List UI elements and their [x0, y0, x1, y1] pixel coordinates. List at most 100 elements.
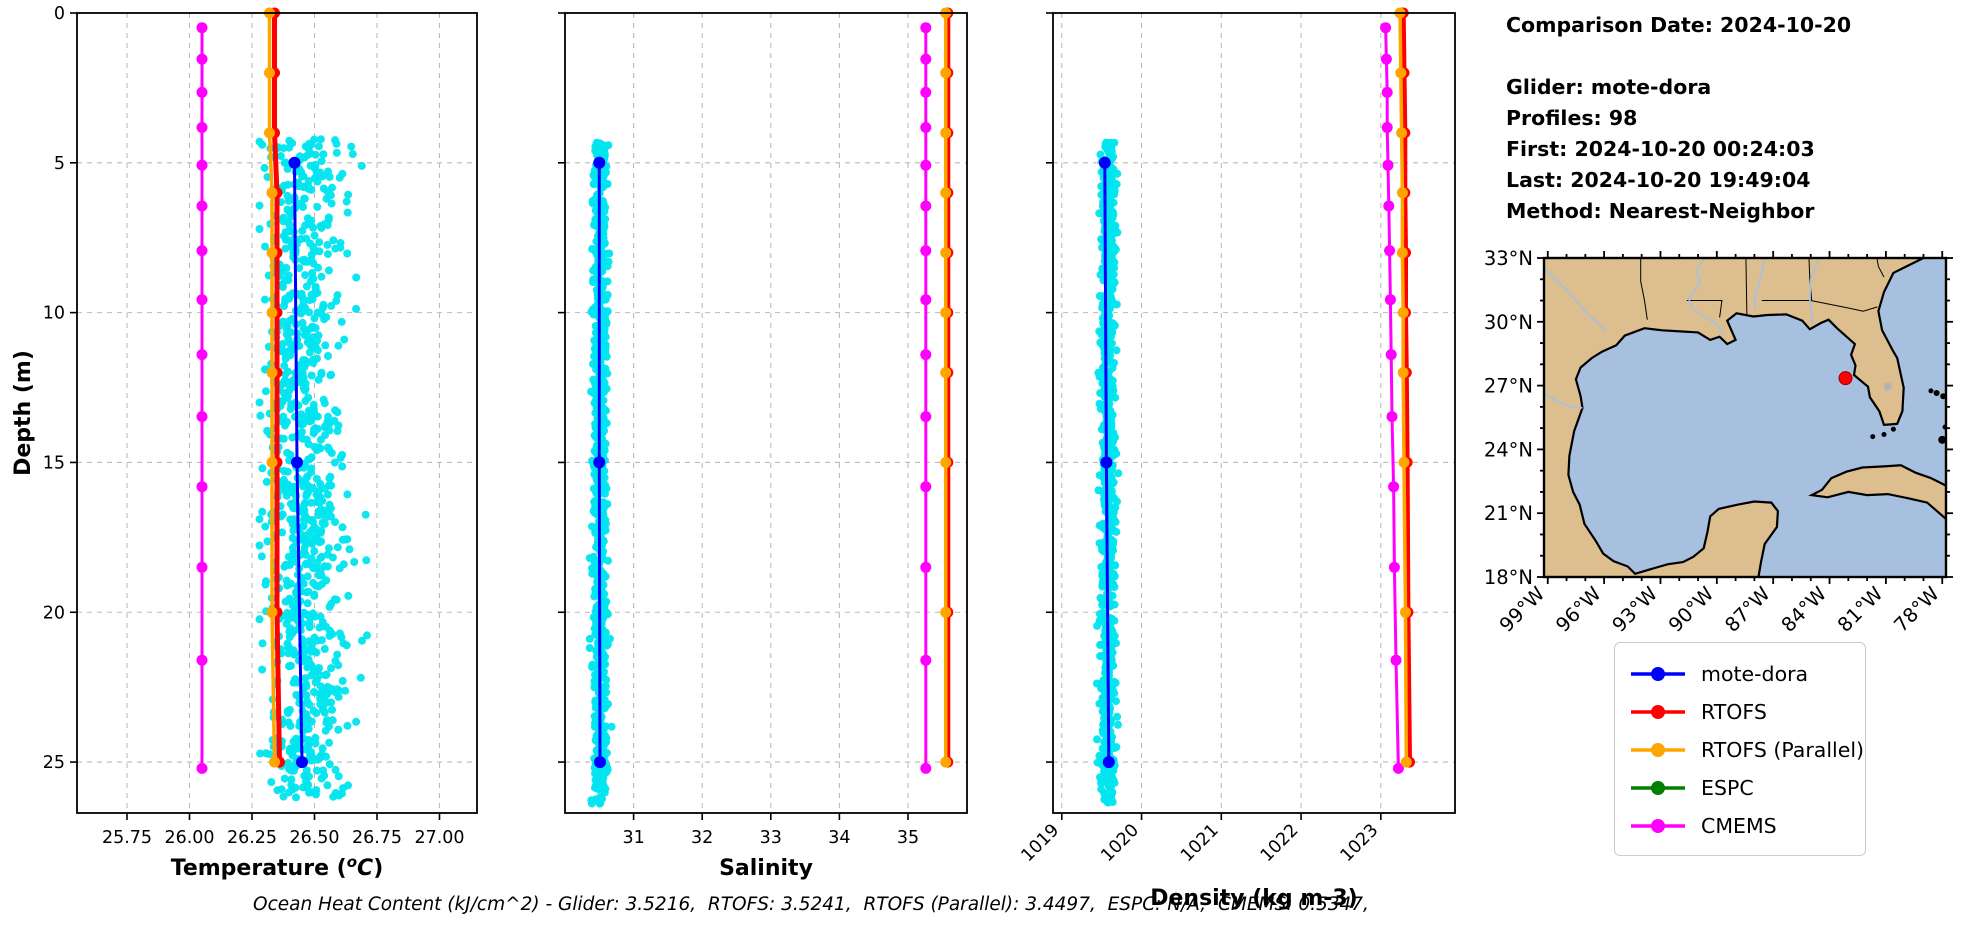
legend-label: RTOFS (Parallel): [1701, 738, 1865, 762]
x-tick-label: 26.50: [289, 828, 339, 848]
legend-swatch-3: [1631, 781, 1685, 795]
lon-tick-label: 99°W: [1495, 582, 1549, 636]
x-tick-label: 1023: [1337, 820, 1383, 866]
legend-label: ESPC: [1701, 776, 1754, 800]
state-border: [1640, 258, 1648, 320]
river: [1808, 258, 1821, 324]
lon-tick-label: 84°W: [1777, 582, 1831, 636]
legend-label: CMEMS: [1701, 814, 1777, 838]
rtofs-parallel--series: [940, 7, 952, 768]
density-plot: 1019 1020 1021 1022 1023 Density (kg m-3): [1018, 7, 1456, 911]
salinity-axis-label: Salinity: [719, 856, 813, 881]
last-profile-time: Last: 2024-10-20 19:49:04: [1506, 168, 1811, 192]
island: [1928, 388, 1934, 394]
legend: mote-dora RTOFS RTOFS (Parallel) ESPC CMEMS: [1614, 642, 1866, 856]
x-tick-label: 26.00: [164, 828, 214, 848]
island: [1938, 435, 1946, 444]
cmems-series: [1380, 22, 1404, 774]
x-tick-label: 35: [897, 828, 919, 848]
x-tick-label: 33: [760, 828, 782, 848]
state-border: [1745, 258, 1748, 317]
lon-tick-label: 96°W: [1551, 582, 1605, 636]
temperature-plot: 25.75 26.00 26.25 26.50 26.75 27.00 0 5 10 15 20 25…: [43, 4, 478, 881]
lon-tick-label: 81°W: [1833, 582, 1887, 636]
island: [1870, 434, 1876, 440]
legend-item-mote-dora: mote-dora: [1629, 655, 1849, 693]
y-tick-label: 15: [43, 453, 65, 473]
spacer: [1506, 41, 1851, 72]
x-tick-label: 27.00: [414, 828, 464, 848]
state-border: [1876, 258, 1885, 278]
profiles-count: Profiles: 98: [1506, 106, 1638, 130]
lat-tick-label: 18°N: [1484, 566, 1533, 589]
density-axis-label: Density (kg m-3): [1150, 886, 1358, 911]
lat-tick-label: 30°N: [1484, 311, 1533, 334]
river: [1544, 267, 1607, 331]
legend-item-rtofs-parallel-: RTOFS (Parallel): [1629, 731, 1864, 769]
legend-item-rtofs: RTOFS: [1629, 693, 1849, 731]
lon-tick-label: 87°W: [1720, 582, 1774, 636]
glider-name: Glider: mote-dora: [1506, 75, 1712, 99]
rtofs-parallel--series: [264, 7, 280, 768]
lat-tick-label: 24°N: [1484, 438, 1533, 461]
legend-item-espc: ESPC: [1629, 769, 1849, 807]
x-tick-label: 32: [691, 828, 713, 848]
river: [1753, 258, 1767, 310]
mote-dora-series: [593, 156, 606, 769]
x-tick-label: 34: [828, 828, 850, 848]
temperature-axis-label: Temperature (oC): [171, 853, 384, 881]
legend-swatch-4: [1631, 819, 1685, 833]
header-info: Comparison Date: 2024-10-20 Glider: mote…: [1506, 10, 1851, 227]
y-tick-label: 0: [54, 4, 65, 24]
lon-tick-label: 93°W: [1608, 582, 1662, 636]
comparison-date: Comparison Date: 2024-10-20: [1506, 13, 1852, 37]
interpolation-method: Method: Nearest-Neighbor: [1506, 199, 1815, 223]
y-tick-label: 10: [43, 304, 65, 324]
gulf-map-svg: 33°N 30°N 27°N 24°N 21°N 18°N99°W 96°W 93°W 90°W…: [1484, 247, 1953, 637]
cuba: [1808, 464, 1946, 521]
y-tick-label: 25: [43, 753, 65, 773]
state-border: [1810, 300, 1878, 312]
legend-label: RTOFS: [1701, 700, 1767, 724]
ohc-footnote: Ocean Heat Content (kJ/cm^2) - Glider: 3…: [253, 894, 1369, 915]
mote-dora-series: [288, 156, 308, 769]
island: [1890, 426, 1896, 432]
cmems-series: [196, 22, 208, 774]
legend-swatch-2: [1631, 743, 1685, 757]
lat-tick-label: 33°N: [1484, 247, 1533, 270]
lake: [1883, 382, 1892, 391]
legend-swatch-0: [1631, 667, 1685, 681]
y-tick-label: 20: [43, 603, 65, 623]
river: [1687, 258, 1725, 336]
lon-tick-label: 78°W: [1889, 582, 1943, 636]
x-tick-label: 26.75: [352, 828, 402, 848]
x-tick-label: 1020: [1097, 820, 1143, 866]
x-tick-label: 1021: [1177, 820, 1223, 866]
gulf-map: 33°N 30°N 27°N 24°N 21°N 18°N 99°W 96°W 93°W 90°W…: [1455, 240, 1987, 640]
legend-item-cmems: CMEMS: [1629, 807, 1849, 845]
mote-dora-series: [1098, 156, 1115, 769]
island: [1933, 390, 1940, 397]
state-border: [1686, 300, 1723, 318]
y-tick-label: 5: [54, 154, 65, 174]
x-tick-label: 1022: [1257, 820, 1303, 866]
lat-tick-label: 21°N: [1484, 502, 1533, 525]
state-border: [1808, 258, 1813, 301]
mainland: [1544, 258, 1924, 577]
first-profile-time: First: 2024-10-20 00:24:03: [1506, 137, 1815, 161]
river: [1544, 392, 1583, 409]
cmems-series: [920, 22, 932, 774]
x-tick-label: 26.25: [227, 828, 277, 848]
glider-location-marker: [1838, 371, 1853, 386]
legend-swatch-1: [1631, 705, 1685, 719]
x-tick-label: 1019: [1018, 820, 1064, 866]
x-tick-label: 31: [622, 828, 644, 848]
depth-axis-label: Depth (m): [11, 350, 36, 476]
lat-tick-label: 27°N: [1484, 375, 1533, 398]
island: [1881, 432, 1887, 438]
salinity-plot: 31 32 33 34 35 Salinity: [558, 7, 968, 881]
lon-tick-label: 90°W: [1664, 582, 1718, 636]
legend-label: mote-dora: [1701, 662, 1809, 686]
